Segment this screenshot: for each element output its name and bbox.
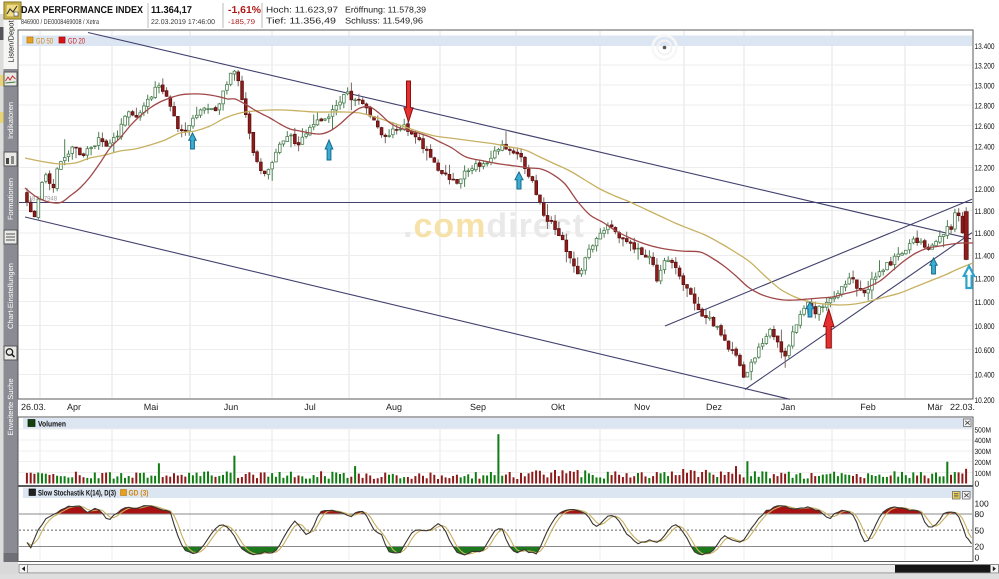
svg-text:200M: 200M xyxy=(975,458,992,467)
svg-text:100M: 100M xyxy=(975,469,992,478)
svg-text:Schluss: 11.549,96: Schluss: 11.549,96 xyxy=(345,16,423,26)
svg-text:Listen/Depot: Listen/Depot xyxy=(6,20,15,63)
svg-text:Feb: Feb xyxy=(860,402,876,412)
svg-text:GD 20: GD 20 xyxy=(68,37,85,46)
svg-text:Slow Stochastik K(14), D(3): Slow Stochastik K(14), D(3) xyxy=(38,489,116,498)
svg-text:11.000: 11.000 xyxy=(975,298,995,307)
svg-text:Sep: Sep xyxy=(470,402,486,412)
svg-text:11.400: 11.400 xyxy=(975,252,995,261)
svg-text:12.000: 12.000 xyxy=(975,185,995,194)
svg-text:-185,79: -185,79 xyxy=(228,19,255,26)
svg-text:Mai: Mai xyxy=(144,402,159,412)
svg-text:13.400: 13.400 xyxy=(975,42,995,51)
svg-text:26.03.: 26.03. xyxy=(21,402,46,412)
svg-text:Jan: Jan xyxy=(781,402,796,412)
svg-text:11.800: 11.800 xyxy=(975,207,995,216)
svg-text:Volumen: Volumen xyxy=(38,420,66,429)
svg-text:GD 50: GD 50 xyxy=(36,37,53,46)
svg-text:GD (3): GD (3) xyxy=(129,489,149,498)
svg-text:12.800: 12.800 xyxy=(975,101,995,110)
svg-text:Nov: Nov xyxy=(634,402,651,412)
svg-text:50: 50 xyxy=(975,525,985,535)
svg-text:12.400: 12.400 xyxy=(975,143,995,152)
svg-text:12.600: 12.600 xyxy=(975,122,995,131)
svg-text:.comdirect: .comdirect xyxy=(403,207,585,245)
svg-text:Chart-Einstellungen: Chart-Einstellungen xyxy=(6,263,15,329)
svg-text:400M: 400M xyxy=(975,436,992,445)
svg-text:Okt: Okt xyxy=(551,402,566,412)
svg-text:10.200: 10.200 xyxy=(975,396,995,405)
svg-text:Tief: 11.356,49: Tief: 11.356,49 xyxy=(266,16,336,26)
svg-text:80: 80 xyxy=(975,509,985,519)
svg-text:13.000: 13.000 xyxy=(975,81,995,90)
svg-text:DAX PERFORMANCE INDEX: DAX PERFORMANCE INDEX xyxy=(21,5,143,16)
svg-text:100: 100 xyxy=(975,498,989,508)
svg-text:Apr: Apr xyxy=(67,402,81,412)
svg-text:22.03.: 22.03. xyxy=(950,402,975,412)
svg-text:11.364,17: 11.364,17 xyxy=(151,5,192,16)
svg-text:22.03.2019 17:46:00: 22.03.2019 17:46:00 xyxy=(151,19,215,26)
svg-text:11.200: 11.200 xyxy=(975,275,995,284)
svg-text:846900 / DE0008469008 / Xetra: 846900 / DE0008469008 / Xetra xyxy=(21,18,99,26)
svg-text:11.600: 11.600 xyxy=(975,229,995,238)
svg-text:Eröffnung: 11.578,39: Eröffnung: 11.578,39 xyxy=(345,5,426,15)
svg-text:500M: 500M xyxy=(975,425,992,434)
svg-text:0: 0 xyxy=(975,553,980,563)
svg-text:Mär: Mär xyxy=(927,402,943,412)
svg-text:0: 0 xyxy=(975,479,980,489)
svg-text:10.600: 10.600 xyxy=(975,346,995,355)
svg-text:Dez: Dez xyxy=(706,402,723,412)
svg-text:Formationen: Formationen xyxy=(6,178,15,220)
svg-text:300M: 300M xyxy=(975,447,992,456)
svg-text:10.800: 10.800 xyxy=(975,322,995,331)
svg-text:Jul: Jul xyxy=(304,402,316,412)
svg-text:20: 20 xyxy=(975,542,985,552)
svg-text:Hoch: 11.623,97: Hoch: 11.623,97 xyxy=(266,5,338,15)
svg-text:Indikatoren: Indikatoren xyxy=(6,102,15,139)
svg-text:-1,61%: -1,61% xyxy=(228,5,261,16)
svg-text:13.200: 13.200 xyxy=(975,62,995,71)
svg-text:Jun: Jun xyxy=(224,402,239,412)
svg-text:10.400: 10.400 xyxy=(975,371,995,380)
svg-text:12.200: 12.200 xyxy=(975,164,995,173)
svg-text:Aug: Aug xyxy=(386,402,402,412)
svg-text:Erweiterte Suche: Erweiterte Suche xyxy=(6,378,15,435)
